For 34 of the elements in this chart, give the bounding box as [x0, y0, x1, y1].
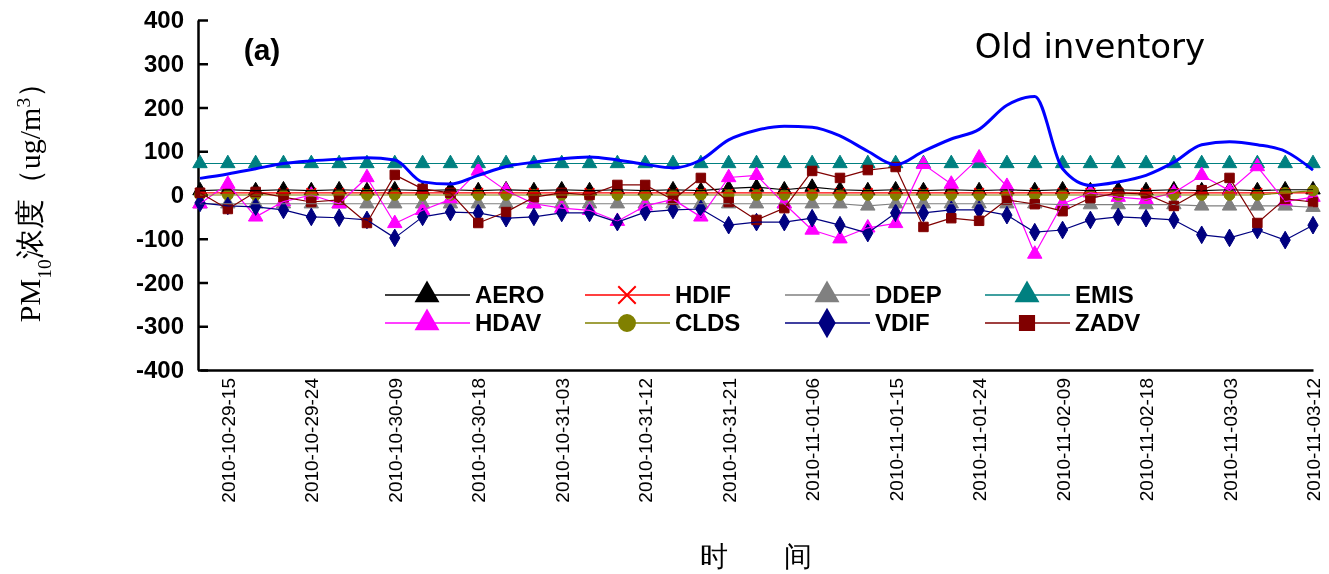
x-axis-title: 时 间	[699, 540, 812, 573]
legend-label: AERO	[475, 281, 545, 309]
y-tick-label: 0	[170, 181, 184, 209]
y-tick-label: 100	[143, 137, 184, 165]
legend-label: VDIF	[875, 309, 930, 337]
y-tick-label: -200	[135, 268, 184, 296]
y-tick-label: -100	[135, 224, 184, 252]
x-tick-label: 2010-11-02-09	[1052, 378, 1074, 502]
legend-label: DDEP	[875, 281, 942, 309]
x-tick-label: 2010-11-03-03	[1219, 378, 1241, 502]
x-tick-label: 2010-10-31-12	[635, 378, 657, 503]
annotation: Old inventory	[974, 26, 1206, 66]
y-tick-label: -300	[135, 312, 184, 340]
x-tick-label: 2010-10-29-24	[301, 377, 323, 503]
y-tick-label: 200	[143, 93, 184, 121]
x-tick-label: 2010-10-30-09	[384, 378, 406, 503]
x-tick-label: 2010-10-30-18	[468, 378, 490, 503]
legend-label: EMIS	[1075, 281, 1134, 309]
legend-label: ZADV	[1075, 309, 1141, 337]
legend-label: CLDS	[675, 309, 741, 337]
x-tick-label: 2010-11-01-24	[969, 377, 991, 502]
annotation: (a)	[243, 33, 281, 66]
x-tick-label: 2010-10-31-21	[718, 378, 740, 503]
y-tick-label: 300	[143, 49, 184, 77]
y-tick-label: 400	[143, 6, 184, 34]
x-tick-label: 2010-10-29-15	[217, 378, 239, 503]
y-tick-label: -400	[135, 356, 184, 384]
legend-label: HDIF	[675, 281, 731, 309]
x-tick-label: 2010-11-02-18	[1136, 378, 1158, 502]
x-tick-label: 2010-11-01-15	[885, 378, 907, 502]
legend-label: HDAV	[475, 309, 542, 337]
x-tick-label: 2010-11-01-06	[802, 378, 824, 502]
x-tick-label: 2010-10-31-03	[551, 378, 573, 503]
x-tick-label: 2010-11-03-12	[1303, 378, 1325, 502]
